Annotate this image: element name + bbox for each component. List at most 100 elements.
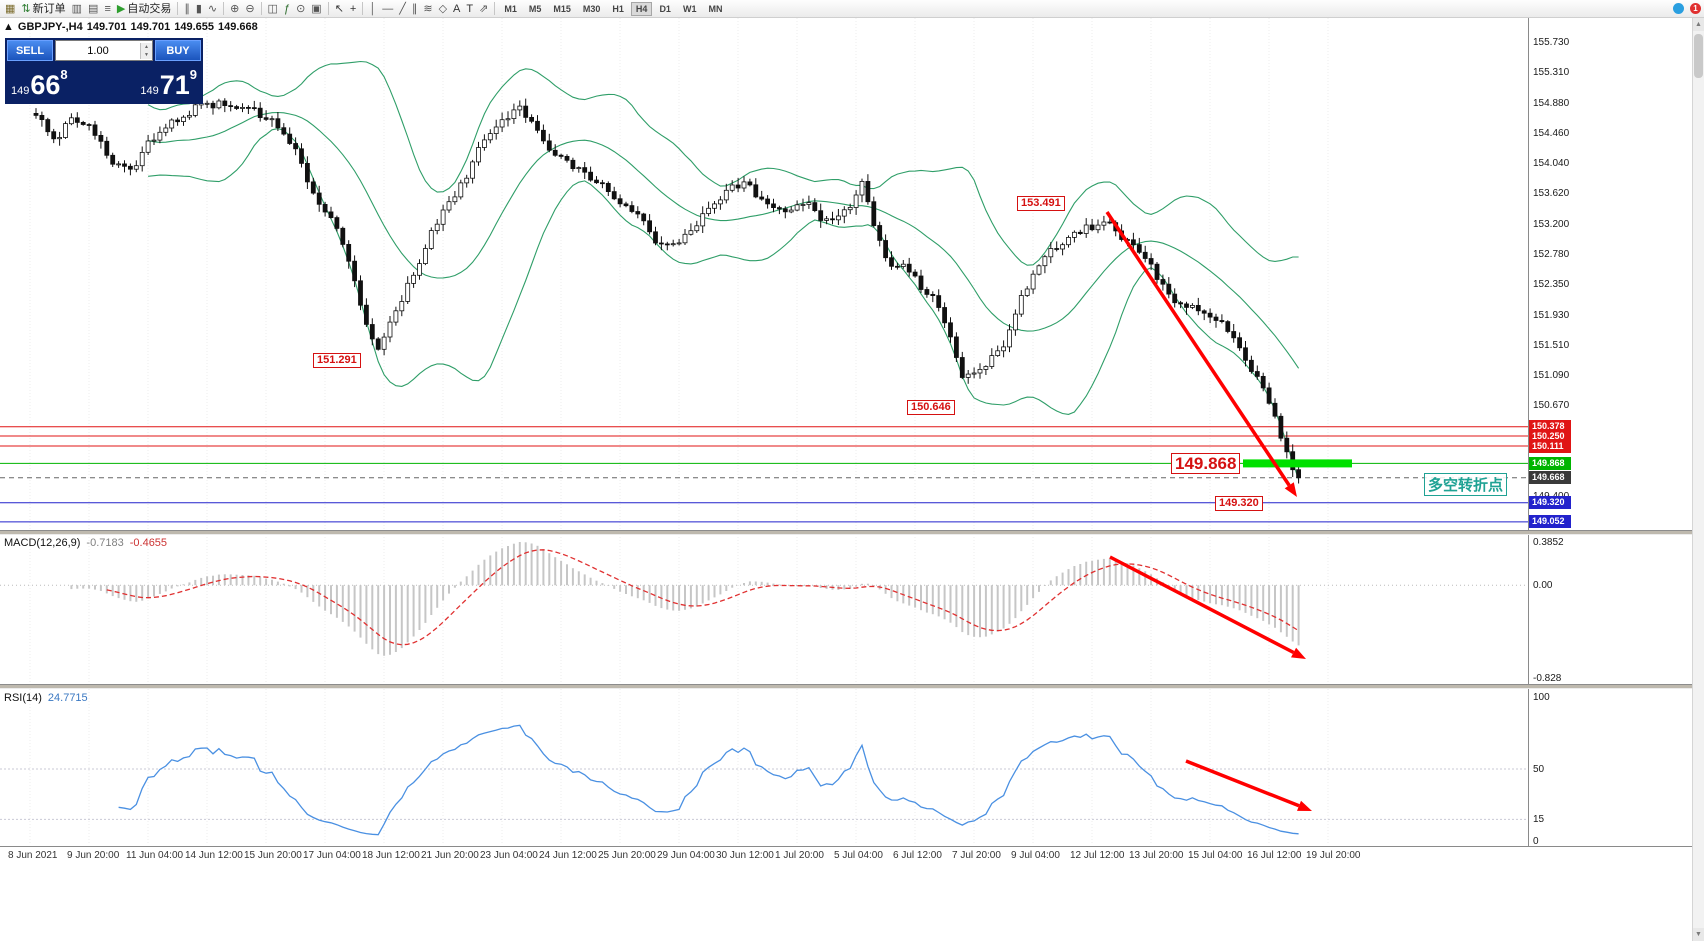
- shapes-icon[interactable]: ◇: [436, 1, 450, 17]
- community-icon[interactable]: [1673, 3, 1684, 14]
- sell-price[interactable]: 149 66 8: [7, 62, 72, 102]
- crosshair-icon[interactable]: +: [347, 1, 359, 17]
- panel-splitter-macd[interactable]: [0, 530, 1692, 535]
- date-label: 12 Jul 12:00: [1070, 850, 1125, 861]
- text-icon[interactable]: A: [450, 1, 463, 17]
- buy-button[interactable]: BUY: [155, 40, 201, 61]
- volume-input[interactable]: [56, 43, 140, 58]
- date-label: 29 Jun 04:00: [657, 850, 715, 861]
- collapse-trade-panel-icon[interactable]: ▲: [3, 21, 14, 33]
- price-tick: 153.200: [1533, 218, 1570, 230]
- trendline-icon[interactable]: ╱: [396, 1, 409, 17]
- rsi-axis-100: 100: [1533, 692, 1550, 703]
- date-label: 7 Jul 20:00: [952, 850, 1001, 861]
- channel-icon[interactable]: ∥: [409, 1, 421, 17]
- price-callout-149.320[interactable]: 149.320: [1215, 496, 1263, 511]
- cursor-icon[interactable]: ↖: [332, 1, 347, 17]
- templates-icon[interactable]: ▣: [308, 1, 324, 17]
- date-label: 16 Jul 12:00: [1247, 850, 1302, 861]
- market-watch-icon: ≡: [104, 2, 111, 15]
- indicators-icon: ƒ: [283, 2, 291, 15]
- rsi-axis-50: 50: [1533, 764, 1545, 775]
- rsi-axis-0: 0: [1533, 836, 1539, 847]
- zoom-in-icon[interactable]: ⊕: [227, 1, 242, 17]
- timeframe-m1[interactable]: M1: [504, 3, 517, 14]
- timeframe-m5[interactable]: M5: [528, 3, 542, 14]
- horizontal-line-icon[interactable]: ―: [379, 1, 396, 17]
- date-label: 5 Jul 04:00: [834, 850, 883, 861]
- price-tag-149.052: 149.052: [1529, 515, 1571, 529]
- timeframe-m30[interactable]: M30: [582, 3, 601, 14]
- text-icon: A: [453, 2, 461, 15]
- tile-windows-icon[interactable]: ◫: [265, 1, 281, 17]
- timeframe-h1[interactable]: H1: [612, 3, 624, 14]
- new-chart-icon: ▦: [5, 2, 16, 15]
- rsi-axis-15: 15: [1533, 814, 1545, 825]
- macd-axis-min: -0.828: [1533, 673, 1562, 684]
- date-label: 11 Jun 04:00: [126, 850, 184, 861]
- vertical-line-icon[interactable]: │: [366, 1, 379, 17]
- cursor-icon: ↖: [334, 2, 344, 15]
- bar-chart-icon[interactable]: ∥: [181, 1, 193, 17]
- price-tick: 152.780: [1533, 248, 1570, 260]
- date-label: 23 Jun 04:00: [480, 850, 538, 861]
- ohlc-high: 149.701: [130, 21, 171, 33]
- date-label: 24 Jun 12:00: [539, 850, 597, 861]
- timeframe-d1[interactable]: D1: [659, 3, 671, 14]
- zoom-out-icon[interactable]: ⊖: [242, 1, 257, 17]
- autotrading-button[interactable]: ▶ 自动交易: [114, 1, 174, 17]
- periods-icon[interactable]: ⊙: [293, 1, 308, 17]
- indicators-icon[interactable]: ƒ: [281, 1, 293, 17]
- news-badge-icon[interactable]: 1: [1690, 3, 1701, 14]
- zoom-in-icon: ⊕: [230, 2, 240, 15]
- timeframe-m15[interactable]: M15: [553, 3, 571, 14]
- price-callout-150.646[interactable]: 150.646: [907, 400, 955, 415]
- toolbar-separator: [362, 2, 364, 15]
- arrows-icon[interactable]: ⇗: [476, 1, 491, 17]
- volume-up-icon[interactable]: ▲: [141, 42, 152, 51]
- timeframe-h4[interactable]: H4: [630, 1, 653, 16]
- market-watch-icon[interactable]: ≡: [101, 1, 113, 17]
- volume-down-icon[interactable]: ▼: [141, 50, 152, 59]
- vertical-line-icon: │: [369, 2, 377, 15]
- price-tick: 154.880: [1533, 98, 1570, 109]
- scroll-up-icon[interactable]: ▲: [1693, 18, 1704, 31]
- date-label: 8 Jun 2021: [8, 850, 58, 861]
- macd-signal-value: -0.4655: [129, 537, 168, 549]
- profiles-icon[interactable]: ▥: [69, 1, 85, 17]
- turning-point-note[interactable]: 多空转折点: [1424, 473, 1508, 496]
- candlestick-chart-icon: ▮: [195, 2, 202, 15]
- timeframe-w1[interactable]: W1: [682, 3, 697, 14]
- sell-price-big: 66: [30, 70, 61, 100]
- scrollbar-thumb[interactable]: [1694, 34, 1703, 78]
- price-callout-153.491[interactable]: 153.491: [1017, 196, 1065, 211]
- vertical-scrollbar[interactable]: ▲ ▼: [1692, 18, 1704, 941]
- date-label: 15 Jun 20:00: [244, 850, 302, 861]
- toolbar-separator: [260, 2, 262, 15]
- new-chart-icon[interactable]: ▦: [2, 1, 18, 17]
- date-label: 18 Jun 12:00: [362, 850, 420, 861]
- scroll-down-icon[interactable]: ▼: [1693, 928, 1704, 941]
- date-label: 17 Jun 04:00: [303, 850, 361, 861]
- price-callout-151.291[interactable]: 151.291: [313, 353, 361, 368]
- macd-name: MACD(12,26,9): [4, 537, 81, 549]
- charts-grid-icon[interactable]: ▤: [85, 1, 101, 17]
- fibonacci-icon: ≋: [423, 2, 433, 15]
- candlestick-chart-icon[interactable]: ▮: [193, 1, 205, 17]
- price-tag-149.320: 149.320: [1529, 496, 1571, 510]
- price-callout-149.868[interactable]: 149.868: [1171, 453, 1241, 474]
- buy-price[interactable]: 149 71 9: [136, 62, 201, 102]
- fibonacci-icon[interactable]: ≋: [420, 1, 435, 17]
- panel-splitter-rsi[interactable]: [0, 684, 1692, 689]
- new-order-button[interactable]: ⇅ 新订单: [18, 1, 68, 17]
- timeframe-mn[interactable]: MN: [708, 3, 723, 14]
- label-icon[interactable]: T: [463, 1, 476, 17]
- sell-button[interactable]: SELL: [7, 40, 53, 61]
- rsi-header: RSI(14) 24.7715: [4, 692, 88, 704]
- toolbar-separator: [494, 2, 496, 15]
- shapes-icon: ◇: [438, 2, 448, 15]
- date-label: 25 Jun 20:00: [598, 850, 656, 861]
- line-chart-icon[interactable]: ∿: [205, 1, 220, 17]
